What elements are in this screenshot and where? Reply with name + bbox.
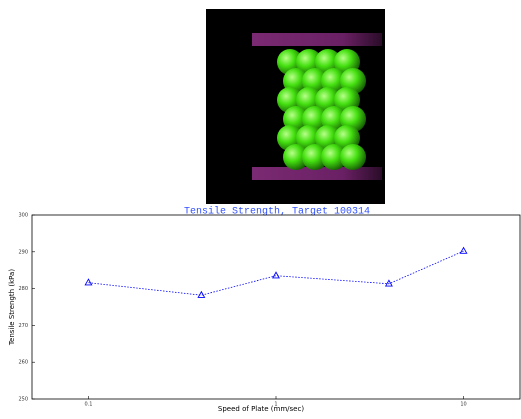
y-tick-label: 290 bbox=[18, 249, 28, 255]
point-marker bbox=[460, 248, 466, 254]
y-axis-label: Tensile Strength (kPa) bbox=[8, 269, 16, 346]
x-tick-label: 1 bbox=[274, 402, 277, 408]
y-tick-label: 300 bbox=[18, 213, 28, 219]
page: {"chart_data": {"type": "line", "title":… bbox=[0, 0, 521, 415]
x-axis-label: Speed of Plate (mm/sec) bbox=[218, 405, 304, 413]
series-line bbox=[89, 251, 464, 295]
render-image bbox=[206, 9, 385, 204]
y-tick-label: 280 bbox=[18, 286, 28, 292]
y-tick-label: 250 bbox=[18, 397, 28, 403]
y-tick-label: 270 bbox=[18, 323, 28, 329]
point-marker bbox=[85, 279, 91, 285]
sphere bbox=[340, 144, 366, 170]
plot-frame bbox=[32, 215, 520, 399]
x-tick-label: 10 bbox=[460, 402, 466, 408]
point-marker bbox=[273, 272, 279, 278]
y-tick-label: 260 bbox=[18, 360, 28, 366]
chart-title: Tensile Strength, Target 100314 bbox=[184, 206, 370, 218]
figure: Tensile Strength, Target 100314 Speed of… bbox=[0, 0, 521, 415]
x-tick-label: 0.1 bbox=[84, 402, 92, 408]
